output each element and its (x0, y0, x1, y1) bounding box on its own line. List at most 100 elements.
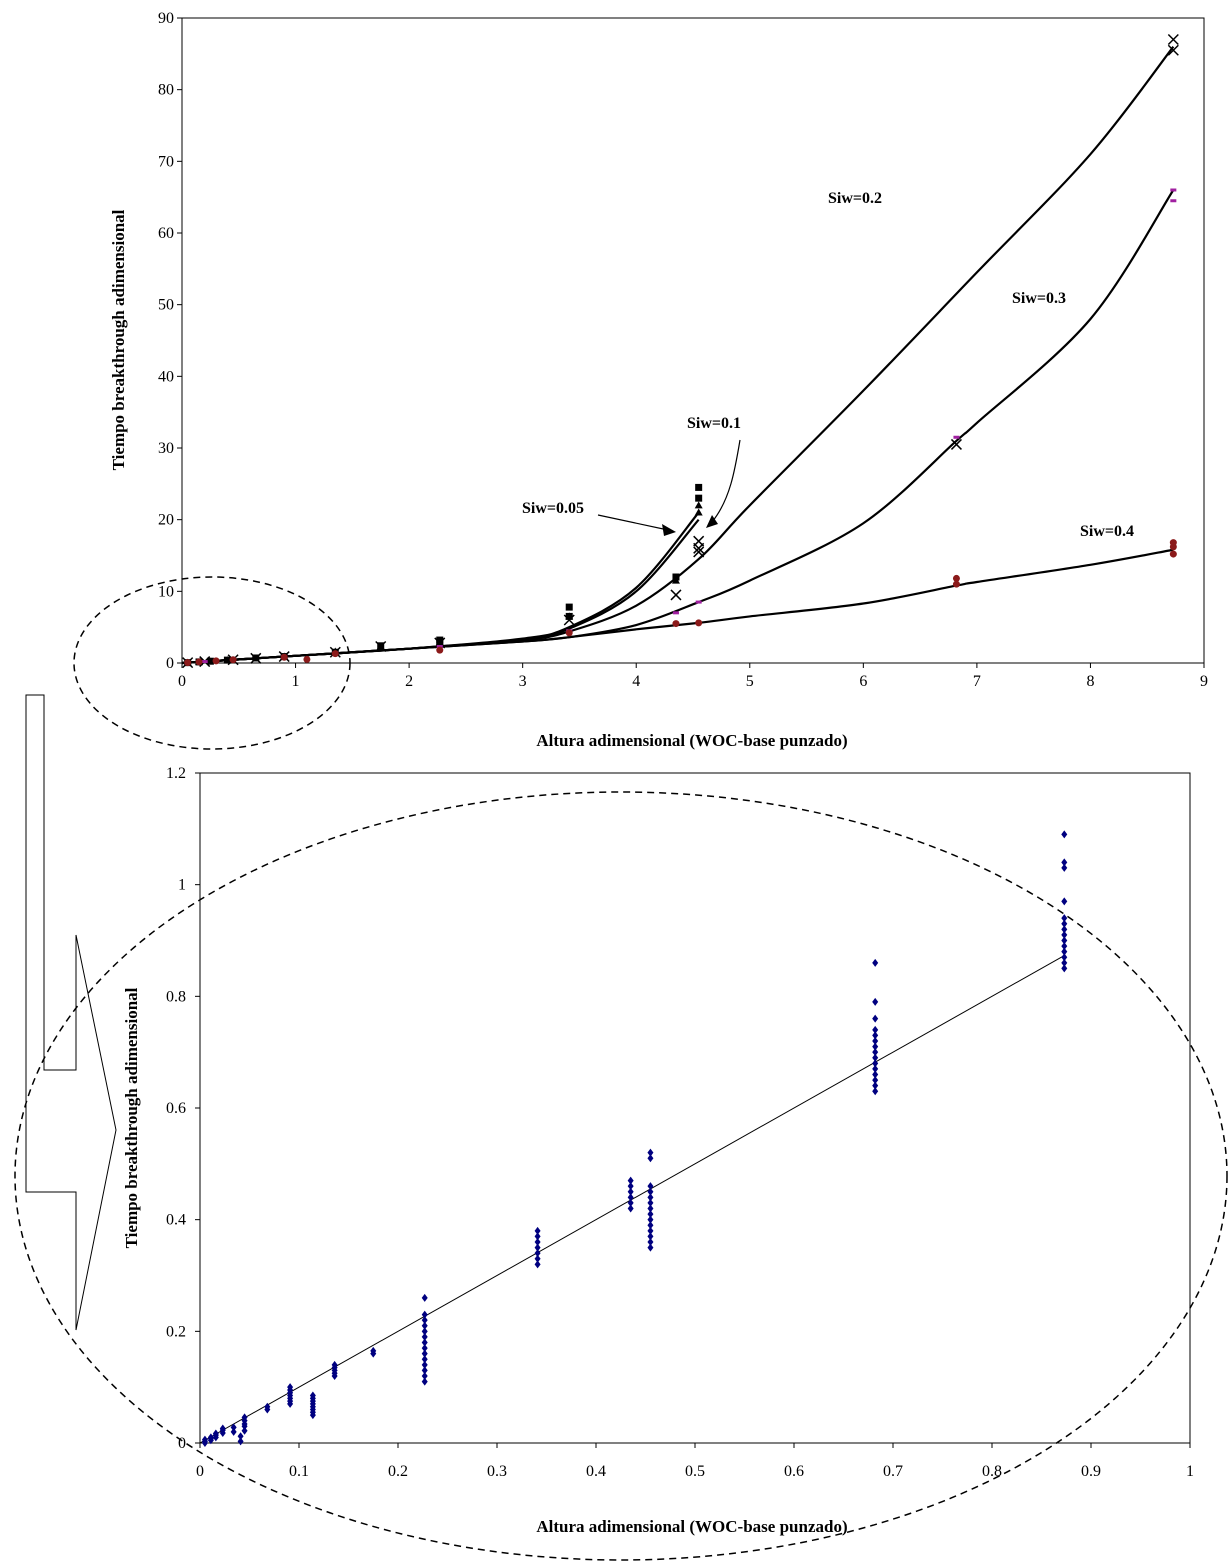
zoom-detail-ellipse (14, 791, 1228, 1561)
point-siw-0-4 (436, 646, 444, 654)
bottom-data-point (1061, 947, 1068, 956)
label-siw-01-arrowhead (706, 515, 718, 528)
bottom-y-axis-title: Tiempo breakthrough adimensional (122, 987, 141, 1248)
bottom-x-tick-label: 0.4 (586, 1463, 606, 1480)
point-siw-0-4 (212, 657, 220, 665)
point-siw-0-1 (694, 501, 703, 509)
top-x-tick-label: 6 (859, 673, 867, 690)
point-siw-0-2 (1167, 44, 1179, 56)
bottom-data-point (1061, 964, 1068, 973)
bottom-data-point (421, 1366, 428, 1375)
bottom-data-point (1061, 919, 1068, 928)
bottom-data-point (647, 1243, 654, 1252)
bottom-data-point (534, 1254, 541, 1263)
bottom-x-ticks: 0 0.1 0.2 0.3 0.4 0.5 0.6 0.7 0.8 0.9 1 (196, 1443, 1194, 1480)
bottom-data-point (421, 1338, 428, 1347)
bottom-data-point (201, 1435, 208, 1444)
point-siw-0-3 (953, 435, 960, 439)
point-siw-0-05 (565, 603, 573, 611)
top-x-tick-label: 8 (1086, 673, 1094, 690)
bottom-data-point (421, 1377, 428, 1386)
top-x-tick-label: 0 (178, 673, 186, 690)
bottom-data-point (647, 1232, 654, 1241)
bottom-data-point (241, 1413, 248, 1422)
bottom-y-tick-label: 0.8 (166, 988, 186, 1005)
label-siw-02: Siw=0.2 (828, 190, 882, 207)
label-siw-01: Siw=0.1 (687, 415, 741, 432)
bottom-x-tick-label: 0.6 (784, 1463, 804, 1480)
bottom-x-tick-label: 0 (196, 1463, 204, 1480)
top-x-ticks: 0 1 2 3 4 5 6 7 8 9 (178, 663, 1208, 690)
bottom-data-point (421, 1293, 428, 1302)
top-x-tick-label: 7 (973, 673, 981, 690)
bottom-data-point (1061, 930, 1068, 939)
bottom-data-point (237, 1432, 244, 1441)
bottom-data-point (647, 1221, 654, 1230)
bottom-data-point (647, 1154, 654, 1163)
point-siw-0-2 (950, 438, 962, 450)
point-siw-0-3 (1170, 188, 1177, 192)
bottom-x-tick-label: 0.8 (982, 1463, 1002, 1480)
point-siw-0-4 (695, 619, 703, 627)
bottom-data-point (872, 997, 879, 1006)
top-plot-area (181, 17, 1205, 664)
label-siw-04: Siw=0.4 (1080, 523, 1134, 540)
bottom-data-point (647, 1226, 654, 1235)
bottom-data-point (872, 958, 879, 967)
bottom-data-point (627, 1187, 634, 1196)
bottom-data-point (230, 1423, 237, 1432)
bottom-data-point (872, 1059, 879, 1068)
bottom-data-points (201, 830, 1068, 1447)
bottom-x-axis-title: Altura adimensional (WOC-base punzado) (536, 1517, 847, 1536)
top-y-axis-title: Tiempo breakthrough adimensional (109, 209, 128, 470)
bottom-data-point (241, 1426, 248, 1435)
point-siw-0-4 (184, 659, 192, 667)
bottom-data-point (1061, 942, 1068, 951)
bottom-data-point (647, 1198, 654, 1207)
bottom-y-tick-label: 0 (178, 1435, 186, 1452)
bottom-y-ticks: 0 0.2 0.4 0.6 0.8 1 1.2 (166, 765, 200, 1452)
point-siw-0-3 (695, 600, 702, 604)
bottom-data-point (534, 1243, 541, 1252)
top-data-points (182, 33, 1179, 669)
bottom-data-point (264, 1402, 271, 1411)
point-siw-0-05 (206, 657, 214, 665)
top-x-tick-label: 9 (1200, 673, 1208, 690)
bottom-data-point (230, 1427, 237, 1436)
bottom-data-point (872, 1087, 879, 1096)
bottom-chart: 0 0.2 0.4 0.6 0.8 1 1.2 0 0.1 0.2 0.3 0.4 0.5 0.6 0.7… (14, 765, 1228, 1561)
top-y-ticks: 0 10 20 30 40 50 60 70 80 90 (158, 10, 182, 672)
point-siw-0-3 (436, 645, 443, 649)
point-siw-0-1 (223, 656, 232, 664)
bottom-data-point (647, 1193, 654, 1202)
bottom-data-point (872, 1064, 879, 1073)
point-siw-0-2 (1167, 33, 1179, 46)
top-y-tick-label: 10 (158, 583, 174, 600)
point-siw-0-2 (563, 614, 575, 626)
point-siw-0-2 (434, 637, 446, 649)
point-siw-0-4 (565, 629, 573, 637)
bottom-data-point (872, 1037, 879, 1045)
bottom-x-tick-label: 0.2 (388, 1463, 408, 1480)
bottom-data-point (627, 1182, 634, 1191)
bottom-data-point (421, 1321, 428, 1330)
bottom-data-point (627, 1198, 634, 1207)
bottom-data-point (627, 1176, 634, 1185)
bottom-data-point (647, 1210, 654, 1219)
point-siw-0-05 (695, 483, 703, 491)
bottom-data-point (872, 1070, 879, 1079)
bottom-data-point (534, 1226, 541, 1235)
label-siw-005: Siw=0.05 (522, 500, 584, 517)
point-siw-0-1 (694, 508, 703, 516)
bottom-data-point (1061, 914, 1068, 923)
bottom-data-point (872, 1014, 879, 1023)
bottom-data-point (872, 1025, 879, 1034)
bottom-data-point (872, 1031, 879, 1040)
top-x-tick-label: 2 (405, 673, 413, 690)
bottom-data-point (421, 1310, 428, 1319)
point-siw-0-1 (435, 638, 444, 646)
bottom-data-point (872, 1053, 879, 1062)
bottom-data-point (1061, 863, 1068, 872)
point-siw-0-1 (671, 576, 680, 584)
